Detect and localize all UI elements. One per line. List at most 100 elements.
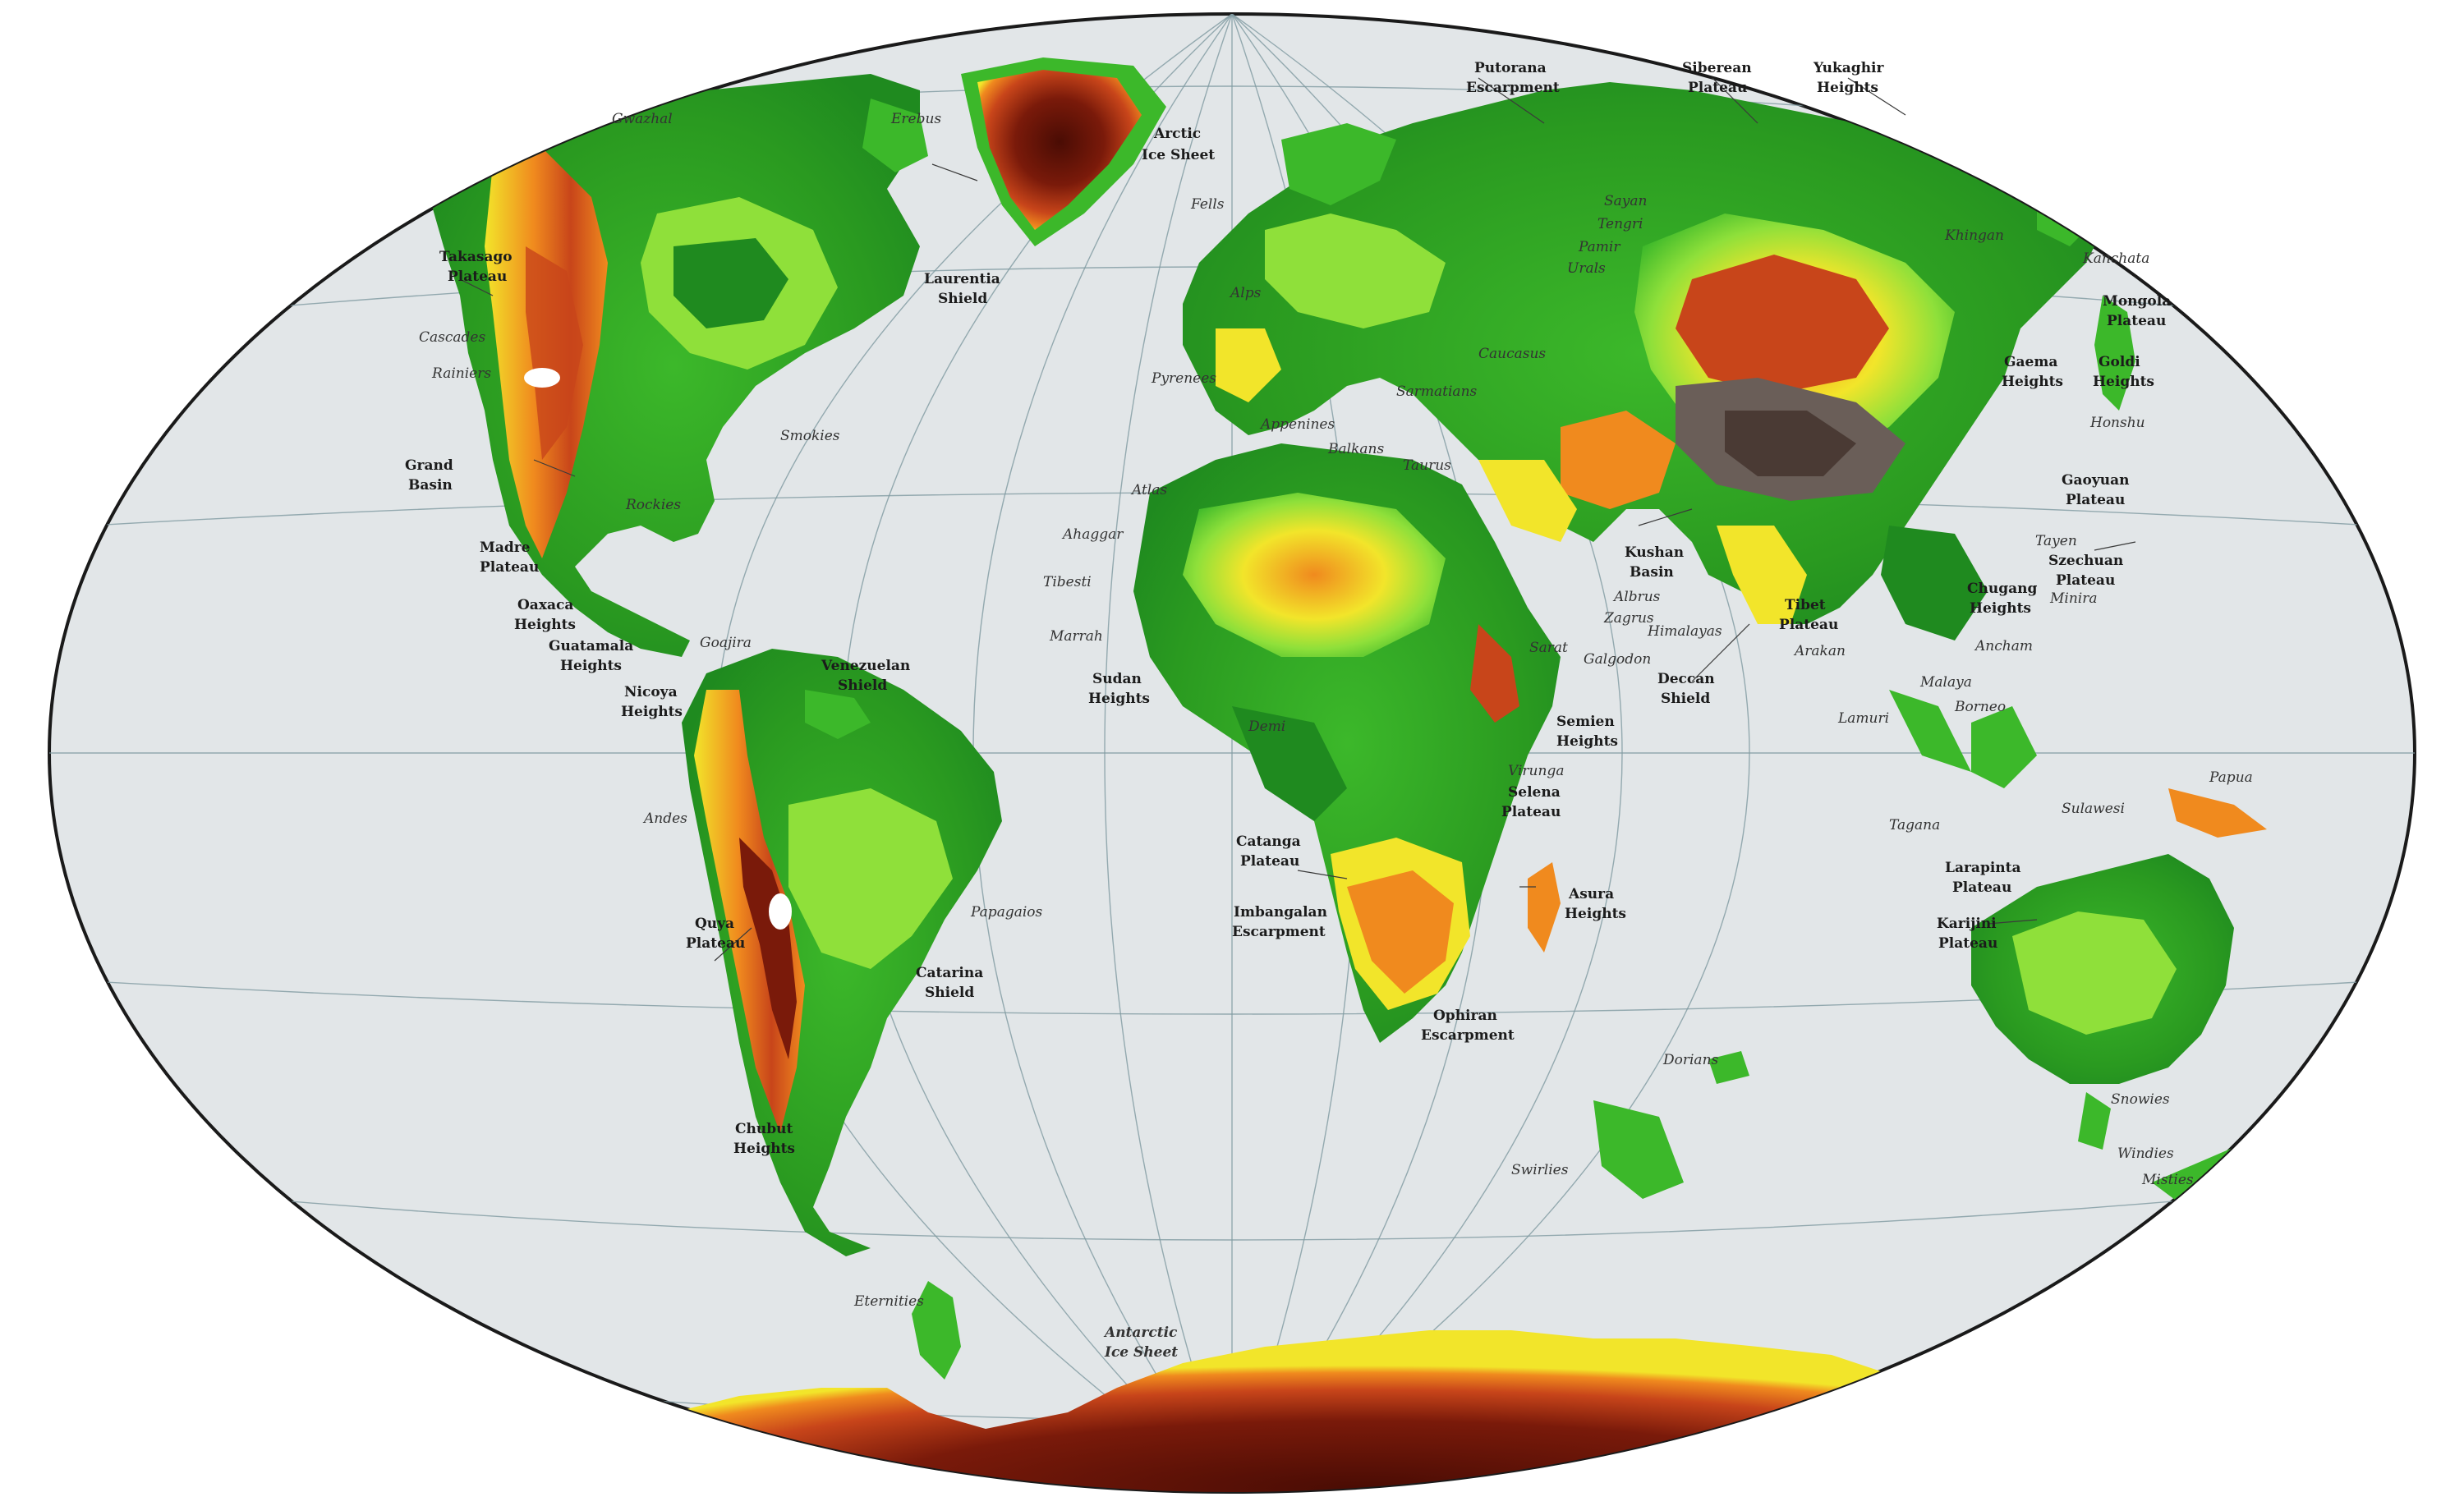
label-snowies: Snowies [2111, 1091, 2170, 1108]
label-balkans: Balkans [1327, 441, 1384, 457]
label-pamir: Pamir [1578, 239, 1620, 255]
label-galgodon: Galgodon [1584, 651, 1651, 668]
label-minira: Minira [2049, 590, 2098, 607]
leader-lines [459, 77, 2136, 962]
label-mongola: Mongola [2103, 293, 2171, 310]
label-larapinta-2: Plateau [1952, 879, 2011, 896]
label-quya: Quya [695, 916, 734, 932]
label-larapinta: Larapinta [1945, 860, 2021, 876]
label-urals: Urals [1567, 260, 1606, 277]
label-guatamala-2: Heights [560, 658, 622, 674]
label-yukaghir: Yukaghir [1813, 60, 1885, 76]
label-alps: Alps [1229, 285, 1262, 301]
label-karijini-2: Plateau [1938, 935, 1997, 952]
label-eternities: Eternities [853, 1293, 924, 1310]
label-tibesti: Tibesti [1043, 574, 1092, 590]
label-karijini: Karijini [1937, 916, 1997, 932]
africa [1133, 443, 1561, 1043]
greenland [961, 57, 1166, 246]
label-selena-2: Plateau [1501, 804, 1561, 820]
label-rainiers: Rainiers [431, 365, 491, 382]
label-szechuan-2: Plateau [2056, 572, 2115, 589]
label-deccan-2: Shield [1661, 691, 1710, 707]
label-zagrus: Zagrus [1603, 610, 1654, 627]
label-virunga: Virunga [1508, 763, 1564, 779]
label-kushan-2: Basin [1630, 564, 1674, 581]
label-catarina-2: Shield [925, 985, 974, 1001]
label-asura: Asura [1568, 886, 1614, 902]
label-honshu: Honshu [2089, 415, 2145, 431]
label-chugang: Chugang [1967, 581, 2038, 597]
eurasia [1183, 82, 2135, 641]
label-gwazhal: Gwazhal [612, 111, 673, 127]
label-andes: Andes [642, 810, 687, 827]
label-sayan: Sayan [1604, 193, 1647, 209]
label-szechuan: Szechuan [2048, 553, 2123, 569]
label-arctic-ice-sheet: Arctic [1153, 126, 1201, 142]
label-madre-2: Plateau [480, 559, 539, 576]
label-takasago: Takasago [439, 249, 513, 265]
label-ancham: Ancham [1974, 638, 2033, 654]
label-himalayas: Himalayas [1647, 623, 1722, 640]
label-tengri: Tengri [1597, 216, 1643, 232]
label-gaema-2: Heights [2002, 374, 2063, 390]
label-gaoyuan: Gaoyuan [2062, 472, 2130, 489]
label-khingan: Khingan [1944, 227, 2004, 244]
label-papua: Papua [2209, 769, 2253, 786]
label-nicoya: Nicoya [624, 684, 678, 700]
label-demi: Demi [1248, 719, 1285, 735]
label-catanga: Catanga [1236, 833, 1301, 850]
label-antarctic: Antarctic [1103, 1325, 1178, 1341]
label-papagaios: Papagaios [970, 904, 1043, 921]
label-appenines: Appenines [1259, 416, 1335, 433]
label-albrus: Albrus [1612, 589, 1661, 605]
label-borneo: Borneo [1954, 699, 2006, 715]
label-sarmatians: Sarmatians [1396, 383, 1478, 400]
label-atlas: Atlas [1130, 482, 1167, 498]
label-malaya: Malaya [1919, 674, 1972, 691]
label-goldi-2: Heights [2093, 374, 2154, 390]
label-tayen: Tayen [2035, 533, 2077, 549]
label-goldi: Goldi [2099, 354, 2140, 370]
label-putorana: Putorana [1474, 60, 1547, 76]
label-tibet-2: Plateau [1779, 617, 1838, 633]
label-catanga-2: Plateau [1240, 853, 1299, 870]
label-ophiran-2: Escarpment [1421, 1027, 1515, 1044]
label-arakan: Arakan [1793, 643, 1846, 659]
label-goajira: Goajira [700, 635, 752, 651]
label-chubut-2: Heights [733, 1141, 795, 1157]
label-venezuelan: Venezuelan [821, 658, 910, 674]
label-asura-2: Heights [1565, 906, 1626, 922]
label-antarctic-2: Ice Sheet [1104, 1344, 1178, 1361]
label-oaxaca: Oaxaca [517, 597, 573, 613]
label-lamuri: Lamuri [1837, 710, 1889, 727]
label-imbangalan-2: Escarpment [1232, 924, 1326, 940]
label-grand-basin-2: Basin [408, 477, 453, 494]
label-quya-2: Plateau [686, 935, 745, 952]
label-sudan: Sudan [1092, 671, 1142, 687]
label-erebus: Erebus [890, 111, 941, 127]
north-america [427, 74, 928, 657]
south-america [682, 649, 1002, 1256]
label-grand-basin: Grand [405, 457, 453, 474]
label-tagana: Tagana [1889, 817, 1940, 833]
label-oaxaca-2: Heights [514, 617, 576, 633]
label-tibet: Tibet [1785, 597, 1826, 613]
label-kushan: Kushan [1625, 544, 1684, 561]
label-kanchata: Kanchata [2082, 250, 2149, 267]
label-madre: Madre [480, 539, 531, 556]
label-catarina: Catarina [916, 965, 983, 981]
label-laurentia: Laurentia [924, 271, 1000, 287]
label-marrah: Marrah [1049, 628, 1103, 645]
label-putorana-2: Escarpment [1466, 80, 1560, 96]
label-sulawesi: Sulawesi [2062, 801, 2125, 817]
label-caucasus: Caucasus [1478, 346, 1546, 362]
label-swirlies: Swirlies [1511, 1162, 1569, 1178]
label-dorians: Dorians [1662, 1052, 1719, 1068]
label-chubut: Chubut [735, 1121, 793, 1137]
map-labels: Gwazhal Erebus Arctic Ice Sheet Putorana… [405, 60, 2253, 1361]
label-imbangalan: Imbangalan [1234, 904, 1327, 921]
label-windies: Windies [2117, 1146, 2174, 1162]
label-nicoya-2: Heights [621, 704, 683, 720]
